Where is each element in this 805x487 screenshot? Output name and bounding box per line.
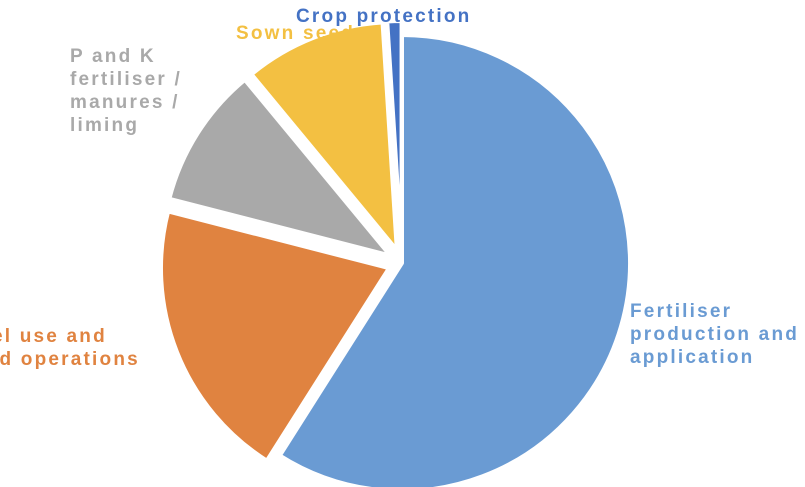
label-fuel-use-field-operations: el use and ld operations	[0, 326, 140, 370]
label-sown-seeds: Sown seeds	[236, 23, 368, 44]
slice-fertiliser-production	[277, 33, 632, 487]
slice-p-and-k-fertiliser	[167, 77, 393, 258]
slice-sown-seeds	[249, 20, 399, 252]
label-fertiliser-production: Fertiliser production and application	[630, 301, 800, 368]
label-p-and-k-fertiliser: P and K fertiliser / manures / liming	[70, 46, 182, 136]
slice-fuel-use-field-operations	[159, 209, 391, 463]
label-crop-protection: Crop protection	[296, 6, 472, 27]
slice-crop-protection	[385, 19, 404, 252]
